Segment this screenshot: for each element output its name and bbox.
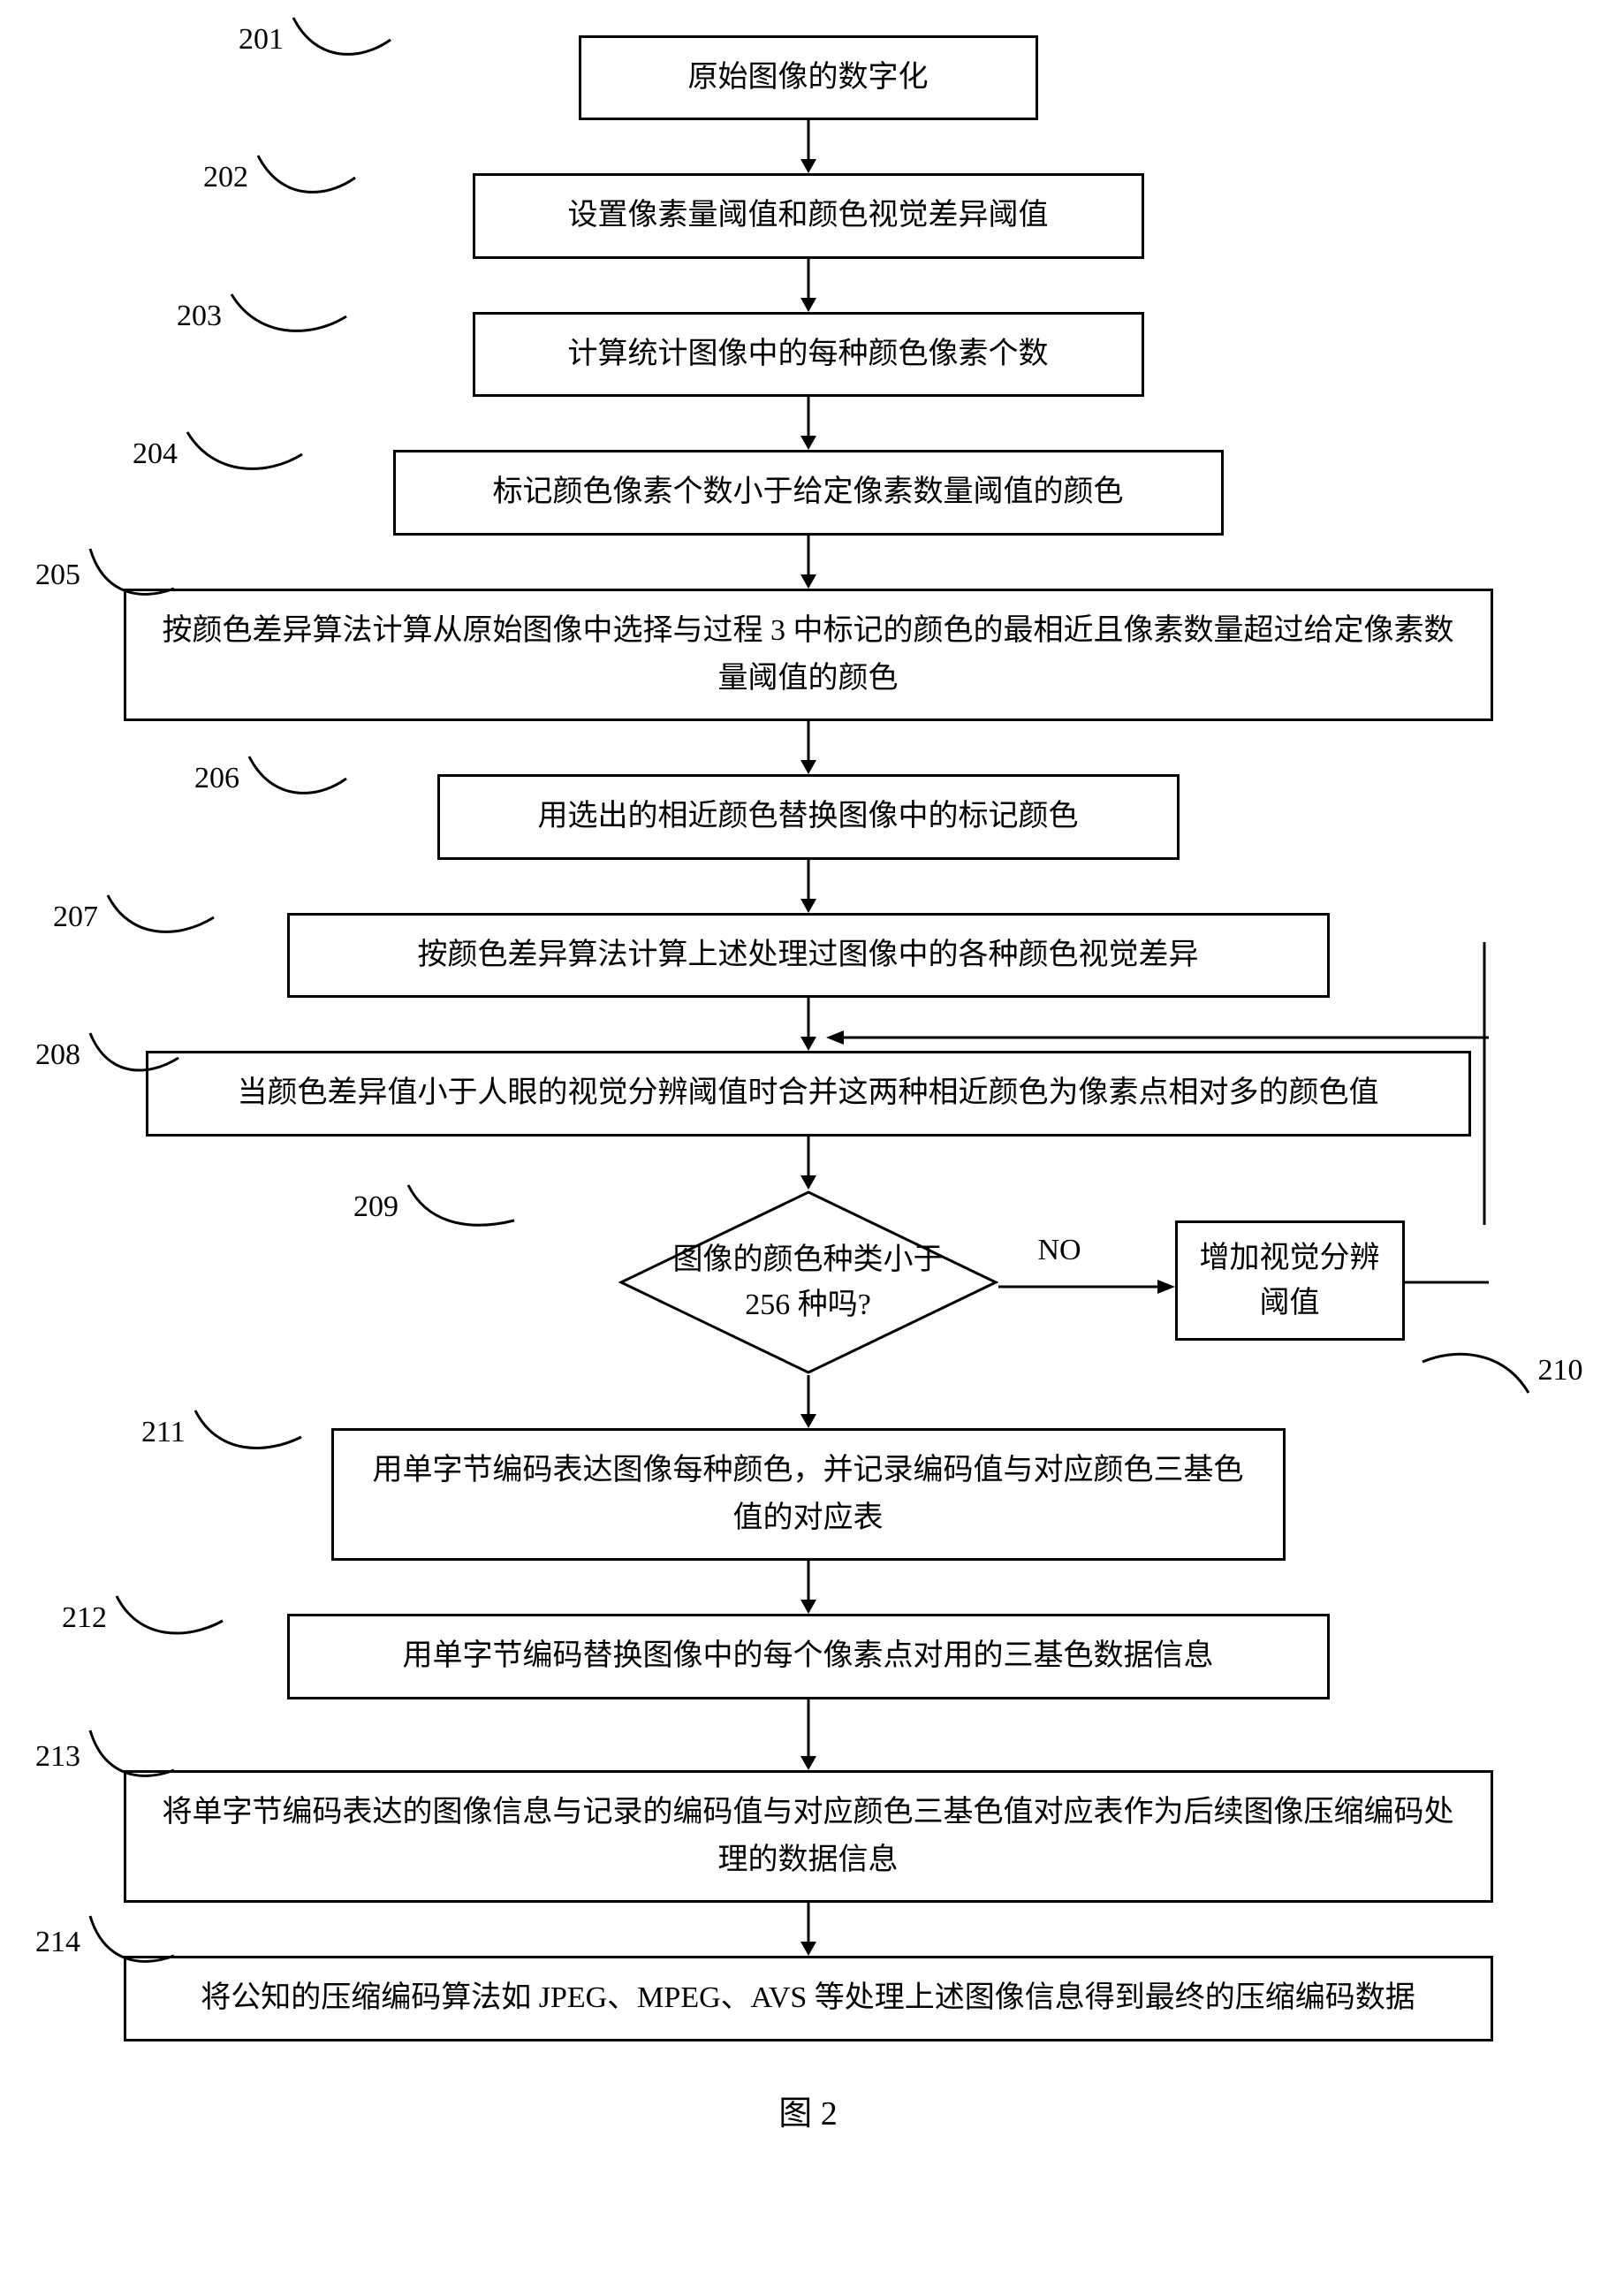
curve-icon xyxy=(86,1907,183,1978)
step-text: 当颜色差异值小于人眼的视觉分辨阈值时合并这两种相近颜色为像素点相对多的颜色值 xyxy=(238,1076,1379,1109)
arrow-down xyxy=(795,1699,822,1770)
step-label-211: 211 xyxy=(141,1402,306,1464)
step-214: 将公知的压缩编码算法如 JPEG、MPEG、AVS 等处理上述图像信息得到最终的… xyxy=(124,1956,1493,2041)
feedback-line-up xyxy=(1480,942,1489,1225)
step-label-213: 213 xyxy=(35,1722,183,1792)
label-num: 202 xyxy=(203,161,248,194)
step-201: 原始图像的数字化 xyxy=(579,35,1038,120)
step-207: 按颜色差异算法计算上述处理过图像中的各种颜色视觉差异 xyxy=(287,913,1330,998)
label-num: 211 xyxy=(141,1416,186,1449)
arrow-down xyxy=(795,721,822,774)
curve-icon xyxy=(191,1402,306,1464)
curve-icon xyxy=(112,1587,227,1649)
curve-icon xyxy=(86,1024,183,1086)
step-203: 计算统计图像中的每种颜色像素个数 xyxy=(473,312,1144,397)
curve-icon xyxy=(1418,1340,1533,1402)
step-text: 原始图像的数字化 xyxy=(688,61,929,94)
label-num: 212 xyxy=(62,1601,107,1635)
label-num: 205 xyxy=(35,559,80,592)
step-text: 用单字节编码替换图像中的每个像素点对用的三基色数据信息 xyxy=(403,1639,1214,1672)
step-label-204: 204 xyxy=(133,423,307,485)
arrow-down xyxy=(795,1903,822,1956)
arrow-down xyxy=(795,1375,822,1428)
arrow-down xyxy=(795,1137,822,1190)
step-label-212: 212 xyxy=(62,1587,227,1649)
arrow-down xyxy=(795,860,822,913)
curve-icon xyxy=(86,540,183,611)
label-num: 209 xyxy=(353,1190,398,1224)
curve-icon xyxy=(183,423,307,485)
step-label-207: 207 xyxy=(53,886,218,948)
step-text: 增加视觉分辨阈值 xyxy=(1200,1242,1380,1319)
arrow-down xyxy=(27,998,1589,1051)
step-label-208: 208 xyxy=(35,1024,183,1086)
feedback-line-h xyxy=(1405,1278,1489,1287)
label-num: 203 xyxy=(177,300,222,333)
step-210: 增加视觉分辨阈值 xyxy=(1175,1220,1405,1341)
label-num: 207 xyxy=(53,901,98,934)
label-num: 213 xyxy=(35,1740,80,1774)
decision-text: 图像的颜色种类小于 256 种吗? xyxy=(656,1237,960,1327)
curve-icon xyxy=(404,1176,519,1238)
step-212: 用单字节编码替换图像中的每个像素点对用的三基色数据信息 xyxy=(287,1614,1330,1699)
decision-209: 图像的颜色种类小于 256 种吗? xyxy=(618,1190,998,1375)
arrow-down xyxy=(795,1561,822,1614)
label-num: 201 xyxy=(239,23,284,57)
step-label-210: 210 xyxy=(1418,1340,1589,1402)
label-num: 206 xyxy=(194,762,239,795)
flowchart-container: 201 原始图像的数字化 202 设置像素量阈值和颜色视觉差异阈值 203 计算… xyxy=(27,35,1589,2134)
arrow-down xyxy=(795,397,822,450)
step-label-205: 205 xyxy=(35,540,183,611)
curve-icon xyxy=(227,285,351,347)
step-text: 设置像素量阈值和颜色视觉差异阈值 xyxy=(568,199,1049,232)
arrow-down xyxy=(795,259,822,312)
label-num: 208 xyxy=(35,1038,80,1072)
figure-caption: 图 2 xyxy=(778,2086,838,2134)
step-text: 将单字节编码表达的图像信息与记录的编码值与对应颜色三基色值对应表作为后续图像压缩… xyxy=(163,1796,1454,1876)
step-label-209: 209 xyxy=(353,1176,519,1238)
curve-icon xyxy=(245,748,351,810)
step-label-214: 214 xyxy=(35,1907,183,1978)
curve-icon xyxy=(86,1722,183,1792)
curve-icon xyxy=(103,886,218,948)
step-202: 设置像素量阈值和颜色视觉差异阈值 xyxy=(473,173,1144,258)
step-label-203: 203 xyxy=(177,285,351,347)
step-205: 按颜色差异算法计算从原始图像中选择与过程 3 中标记的颜色的最相近且像素数量超过… xyxy=(124,589,1493,722)
step-text: 用单字节编码表达图像每种颜色，并记录编码值与对应颜色三基色值的对应表 xyxy=(373,1454,1244,1534)
step-text: 按颜色差异算法计算上述处理过图像中的各种颜色视觉差异 xyxy=(418,939,1199,971)
step-211: 用单字节编码表达图像每种颜色，并记录编码值与对应颜色三基色值的对应表 xyxy=(331,1428,1286,1562)
step-text: 计算统计图像中的每种颜色像素个数 xyxy=(568,338,1049,370)
step-text: 将公知的压缩编码算法如 JPEG、MPEG、AVS 等处理上述图像信息得到最终的… xyxy=(201,1981,1415,2014)
arrow-down xyxy=(795,536,822,589)
arrow-right xyxy=(998,1273,1175,1300)
label-num: 214 xyxy=(35,1926,80,1959)
step-text: 用选出的相近颜色替换图像中的标记颜色 xyxy=(538,800,1079,832)
label-num: 210 xyxy=(1538,1354,1583,1387)
label-num: 204 xyxy=(133,437,178,471)
no-label: NO xyxy=(1038,1234,1081,1267)
arrow-down xyxy=(795,120,822,173)
step-text: 标记颜色像素个数小于给定像素数量阈值的颜色 xyxy=(493,475,1124,508)
step-label-201: 201 xyxy=(239,9,395,71)
curve-icon xyxy=(289,9,395,71)
step-206: 用选出的相近颜色替换图像中的标记颜色 xyxy=(437,774,1180,859)
step-label-202: 202 xyxy=(203,147,360,209)
curve-icon xyxy=(254,147,360,209)
step-213: 将单字节编码表达的图像信息与记录的编码值与对应颜色三基色值对应表作为后续图像压缩… xyxy=(124,1770,1493,1904)
step-label-206: 206 xyxy=(194,748,351,810)
step-208: 当颜色差异值小于人眼的视觉分辨阈值时合并这两种相近颜色为像素点相对多的颜色值 xyxy=(146,1051,1471,1136)
step-text: 按颜色差异算法计算从原始图像中选择与过程 3 中标记的颜色的最相近且像素数量超过… xyxy=(163,614,1454,695)
step-204: 标记颜色像素个数小于给定像素数量阈值的颜色 xyxy=(393,450,1224,535)
